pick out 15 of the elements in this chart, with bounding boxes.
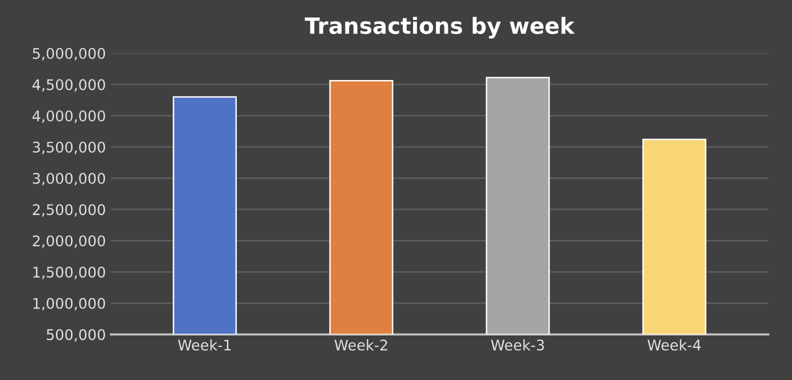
y-tick-label: 1,000,000 — [33, 298, 106, 310]
y-tick-label: 2,500,000 — [32, 204, 106, 217]
y-tick-label: 1,500,000 — [33, 266, 106, 280]
chart-title: Transactions by week — [304, 16, 575, 39]
x-tick-label: Week-1 — [178, 339, 231, 351]
y-tick-label: 4,500,000 — [32, 79, 106, 92]
y-tick-label: 5,000,000 — [32, 48, 106, 60]
y-tick-label: 500,000 — [46, 329, 106, 342]
x-tick-label: Week-4 — [648, 339, 701, 351]
y-tick-label: 3,500,000 — [32, 142, 106, 154]
y-tick-label: 2,000,000 — [32, 235, 106, 248]
y-tick-label: 3,000,000 — [32, 172, 106, 186]
y-tick-label: 4,000,000 — [32, 110, 106, 123]
x-tick-label: Week-2 — [334, 339, 388, 351]
x-tick-label: Week-3 — [491, 339, 544, 351]
